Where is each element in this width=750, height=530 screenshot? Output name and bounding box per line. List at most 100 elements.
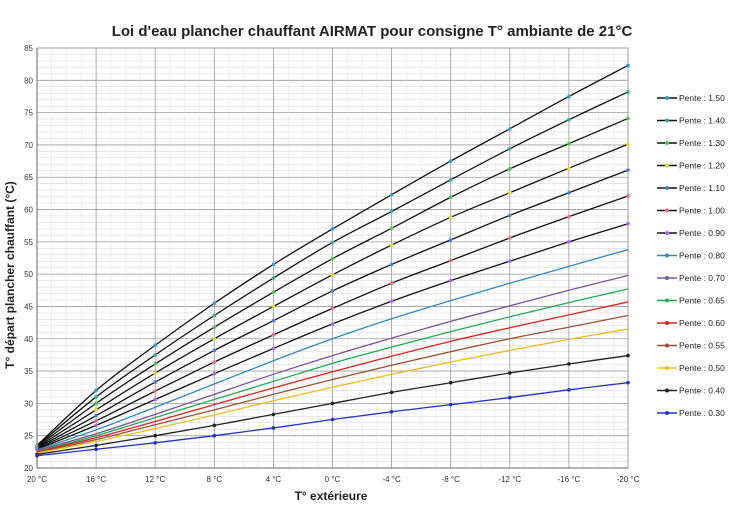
series-point — [508, 167, 512, 171]
legend-label: Pente : 1.30 — [679, 138, 725, 148]
y-tick-label: 25 — [24, 432, 33, 441]
series-point — [153, 371, 157, 375]
legend-label: Pente : 1.10 — [679, 183, 725, 193]
x-tick-label: -8 °C — [442, 475, 461, 484]
series-point — [448, 278, 453, 283]
series-point — [508, 395, 512, 400]
legend: Pente : 1.50 Pente : 1.40 Pente : 1.30 Pent… — [657, 93, 725, 418]
series-point — [153, 433, 157, 438]
series-point — [271, 346, 276, 351]
y-tick-label: 80 — [24, 76, 33, 85]
series-point — [330, 322, 335, 326]
legend-marker — [665, 298, 669, 303]
legend-marker — [665, 276, 669, 280]
series-line — [36, 248, 629, 451]
legend-marker — [665, 186, 669, 190]
series-point — [212, 433, 217, 438]
y-tick-label: 20 — [24, 464, 33, 473]
series-point — [271, 426, 276, 430]
series-point — [330, 401, 335, 406]
series-point — [212, 325, 217, 329]
series-point — [212, 371, 217, 376]
legend-marker — [665, 118, 669, 123]
x-tick-label: 8 °C — [206, 475, 222, 484]
series-point — [330, 306, 335, 311]
series-point — [567, 190, 571, 195]
series-point — [448, 238, 453, 242]
legend-marker — [665, 253, 669, 258]
series-point — [389, 226, 394, 231]
y-tick-label: 40 — [24, 335, 33, 344]
legend-label: Pente : 0.60 — [679, 318, 725, 328]
y-tick-label: 35 — [24, 367, 33, 376]
legend-label: Pente : 0.50 — [679, 363, 725, 373]
series-line — [36, 195, 629, 450]
series-point — [153, 397, 157, 402]
series-point — [448, 195, 453, 200]
x-tick-label: 4 °C — [266, 475, 282, 484]
series-point — [153, 380, 157, 384]
series-point — [389, 192, 394, 197]
legend-label: Pente : 0.80 — [679, 251, 725, 261]
legend-label: Pente : 0.90 — [679, 228, 725, 238]
y-tick-label: 30 — [24, 399, 33, 408]
series-line — [36, 274, 629, 452]
legend-marker — [665, 96, 669, 100]
series-point — [567, 362, 571, 366]
series-point — [94, 423, 98, 428]
series-point — [389, 209, 394, 214]
legend-label: Pente : 0.40 — [679, 386, 725, 396]
series-point — [508, 147, 512, 151]
series-point — [626, 90, 630, 94]
y-tick-label: 70 — [24, 141, 33, 150]
y-tick-label: 75 — [24, 109, 33, 118]
series-point — [389, 262, 394, 267]
series-point — [153, 389, 157, 393]
legend-marker — [665, 163, 669, 168]
series-line — [36, 223, 629, 450]
series-group — [35, 63, 630, 458]
x-tick-label: -12 °C — [498, 475, 521, 484]
series-point — [94, 447, 98, 452]
series-point — [448, 380, 453, 385]
legend-marker — [665, 321, 669, 325]
series-point — [212, 360, 217, 364]
series-point — [448, 215, 453, 220]
series-point — [448, 258, 453, 263]
series-point — [389, 299, 394, 304]
series-point — [626, 194, 630, 198]
axes — [36, 48, 628, 469]
series-point — [448, 159, 453, 163]
chart-title: Loi d'eau plancher chauffant AIRMAT pour… — [112, 23, 633, 40]
series-point — [330, 240, 335, 245]
series-point — [330, 289, 335, 293]
y-tick-label: 50 — [24, 270, 33, 279]
y-tick-label: 85 — [24, 44, 33, 53]
series-point — [35, 453, 39, 458]
series-point — [330, 227, 335, 231]
series-point — [330, 256, 335, 261]
series-point — [94, 388, 98, 393]
series-point — [567, 166, 571, 170]
series-point — [626, 353, 630, 358]
series-point — [212, 301, 217, 306]
legend-label: Pente : 0.70 — [679, 273, 725, 283]
series-point — [389, 243, 394, 247]
y-tick-label: 60 — [24, 206, 33, 215]
series-point — [212, 313, 217, 318]
x-tick-label: 16 °C — [86, 475, 106, 484]
series-point — [389, 409, 394, 414]
legend-marker — [665, 343, 669, 348]
series-point — [153, 353, 157, 357]
legend-marker — [665, 208, 669, 213]
series-point — [508, 259, 512, 264]
series-point — [567, 214, 571, 219]
series-point — [567, 388, 571, 392]
y-tick-label: 45 — [24, 302, 33, 311]
legend-label: Pente : 1.20 — [679, 161, 725, 171]
legend-marker — [665, 231, 669, 235]
legend-marker — [665, 388, 669, 393]
legend-label: Pente : 1.50 — [679, 93, 725, 103]
series-point — [153, 441, 157, 445]
